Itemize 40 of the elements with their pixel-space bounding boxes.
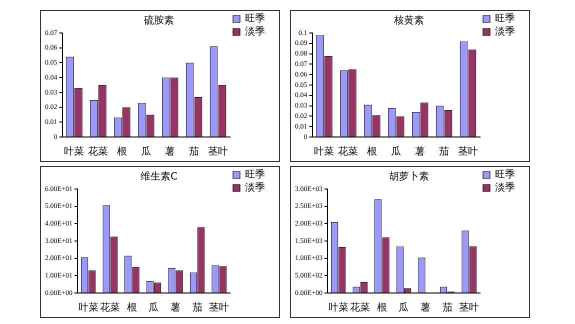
x-tick-label: 叶菜: [78, 302, 98, 314]
chart-title: 胡萝卜素: [389, 170, 429, 183]
x-tick-label: 茎叶: [458, 146, 478, 158]
chart-title: 硫胺素: [144, 14, 174, 27]
chart-title: 维生素C: [140, 170, 178, 183]
legend-label: 旺季: [495, 12, 515, 25]
x-tick-label: 叶菜: [64, 146, 84, 158]
chart-title: 核黄素: [393, 14, 424, 27]
legend-label: 淡季: [495, 182, 515, 194]
x-tick-label: 茎叶: [208, 146, 228, 158]
x-tick-label: 茄: [189, 146, 200, 158]
x-tick-label: 瓜: [148, 302, 159, 314]
x-tick-label: 茄: [192, 302, 202, 314]
legend-label: 淡季: [495, 26, 515, 38]
x-tick-label: 根: [126, 302, 137, 314]
legend-label: 淡季: [245, 182, 265, 194]
x-tick-label: 瓜: [141, 146, 152, 158]
x-tick-label: 叶菜: [314, 146, 334, 158]
x-tick-label: 根: [367, 146, 378, 158]
x-tick-label: 薯: [415, 146, 426, 158]
x-tick-label: 茄: [439, 146, 450, 158]
x-tick-label: 花菜: [100, 302, 120, 314]
x-tick-label: 茎叶: [209, 302, 230, 314]
x-tick-label: 花菜: [350, 302, 370, 314]
x-tick-label: 花菜: [88, 146, 108, 158]
x-tick-label: 根: [117, 146, 128, 158]
legend-label: 旺季: [245, 12, 265, 25]
x-tick-label: 叶菜: [328, 302, 348, 314]
x-tick-label: 薯: [420, 302, 431, 314]
x-tick-label: 瓜: [391, 146, 402, 158]
x-tick-label: 茎叶: [459, 302, 480, 314]
x-tick-label: 薯: [165, 146, 176, 158]
x-tick-label: 根: [376, 302, 387, 314]
x-tick-label: 薯: [170, 302, 181, 314]
legend-label: 旺季: [495, 168, 515, 181]
legend-label: 淡季: [245, 26, 265, 38]
x-tick-label: 瓜: [398, 302, 409, 314]
x-tick-label: 茄: [442, 302, 452, 314]
legend-label: 旺季: [245, 168, 265, 181]
x-tick-label: 花菜: [338, 146, 358, 158]
